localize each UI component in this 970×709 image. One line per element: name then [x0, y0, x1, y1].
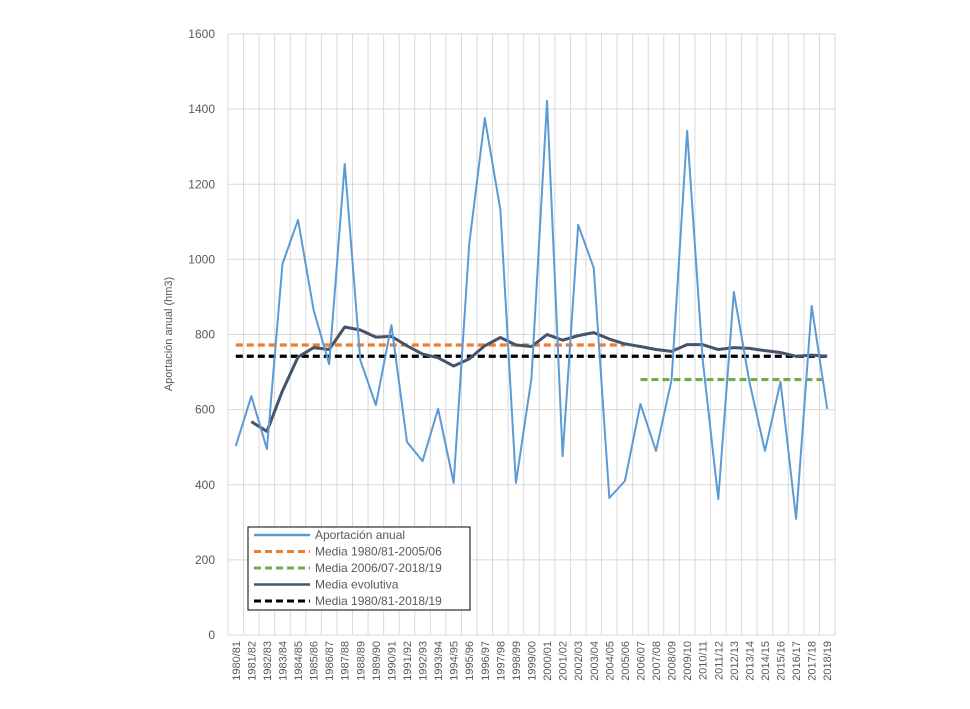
x-tick-label: 2006/07: [635, 641, 647, 681]
y-axis-label: Aportación anual (hm3): [163, 277, 175, 391]
x-tick-label: 1980/81: [231, 641, 243, 681]
x-tick-label: 1989/90: [371, 641, 383, 681]
x-tick-label: 1998/99: [511, 641, 523, 681]
y-axis-ticks: 0 200 400 600 800 1000 1200 1400 1600: [188, 27, 215, 642]
x-tick-label: 1994/95: [449, 641, 461, 681]
x-tick-label: 1990/91: [386, 641, 398, 681]
x-tick-label: 2009/10: [682, 641, 694, 681]
y-tick-label: 1000: [188, 252, 215, 266]
x-tick-label: 1985/86: [309, 641, 321, 681]
x-tick-label: 1995/96: [464, 641, 476, 681]
x-tick-label: 1993/94: [433, 641, 445, 681]
legend-label: Media 2006/07-2018/19: [315, 561, 442, 575]
y-tick-label: 1600: [188, 27, 215, 41]
legend-box: [247, 526, 471, 611]
x-tick-label: 2002/03: [573, 641, 585, 681]
x-tick-label: 2014/15: [760, 641, 772, 681]
y-tick-label: 600: [195, 403, 215, 417]
x-tick-label: 2010/11: [698, 641, 710, 680]
x-tick-label: 1983/84: [277, 641, 289, 681]
x-tick-label: 2003/04: [589, 641, 601, 681]
legend-label: Media evolutiva: [315, 578, 399, 592]
legend-label: Media 1980/81-2018/19: [315, 594, 442, 608]
x-tick-label: 1999/00: [527, 641, 539, 681]
x-tick-label: 2012/13: [729, 641, 741, 681]
y-tick-label: 800: [195, 328, 215, 342]
x-tick-label: 1992/93: [418, 641, 430, 681]
x-tick-label: 2016/17: [791, 641, 803, 681]
y-tick-label: 1400: [188, 102, 215, 116]
x-tick-label: 1986/87: [324, 641, 336, 681]
x-tick-label: 2005/06: [620, 641, 632, 681]
x-tick-label: 1996/97: [480, 641, 492, 681]
y-tick-label: 400: [195, 478, 215, 492]
legend-label: Aportación anual: [315, 528, 405, 542]
x-tick-label: 2004/05: [604, 641, 616, 681]
x-tick-label: 2017/18: [807, 641, 819, 681]
x-tick-label: 2008/09: [667, 641, 679, 681]
x-tick-label: 2018/19: [822, 641, 834, 681]
x-tick-label: 2001/02: [558, 641, 570, 681]
x-tick-label: 1981/82: [246, 641, 258, 681]
series-line: [250, 325, 828, 433]
x-tick-label: 1988/89: [355, 641, 367, 681]
y-tick-label: 0: [208, 628, 215, 642]
x-tick-label: 1984/85: [293, 641, 305, 681]
legend-label: Media 1980/81-2005/06: [315, 545, 442, 559]
x-tick-label: 2013/14: [744, 641, 756, 681]
x-tick-label: 1982/83: [262, 641, 274, 681]
x-tick-label: 2000/01: [542, 641, 554, 681]
x-tick-label: 1991/92: [402, 641, 414, 681]
x-axis-ticks: 1980/81 1981/82 1982/83 1983/84 1984/85 1985/…: [231, 641, 834, 681]
x-tick-label: 1987/88: [340, 641, 352, 681]
x-tick-label: 2011/12: [713, 641, 725, 680]
y-tick-label: 1200: [188, 177, 215, 191]
x-tick-label: 1997/98: [495, 641, 507, 681]
y-tick-label: 200: [195, 553, 215, 567]
legend: Aportación anual Media 1980/81-2005/06 Med…: [247, 526, 471, 611]
x-tick-label: 2015/16: [776, 641, 788, 681]
x-tick-label: 2007/08: [651, 641, 663, 681]
series-line: [234, 99, 829, 520]
series-layer: [234, 99, 829, 520]
